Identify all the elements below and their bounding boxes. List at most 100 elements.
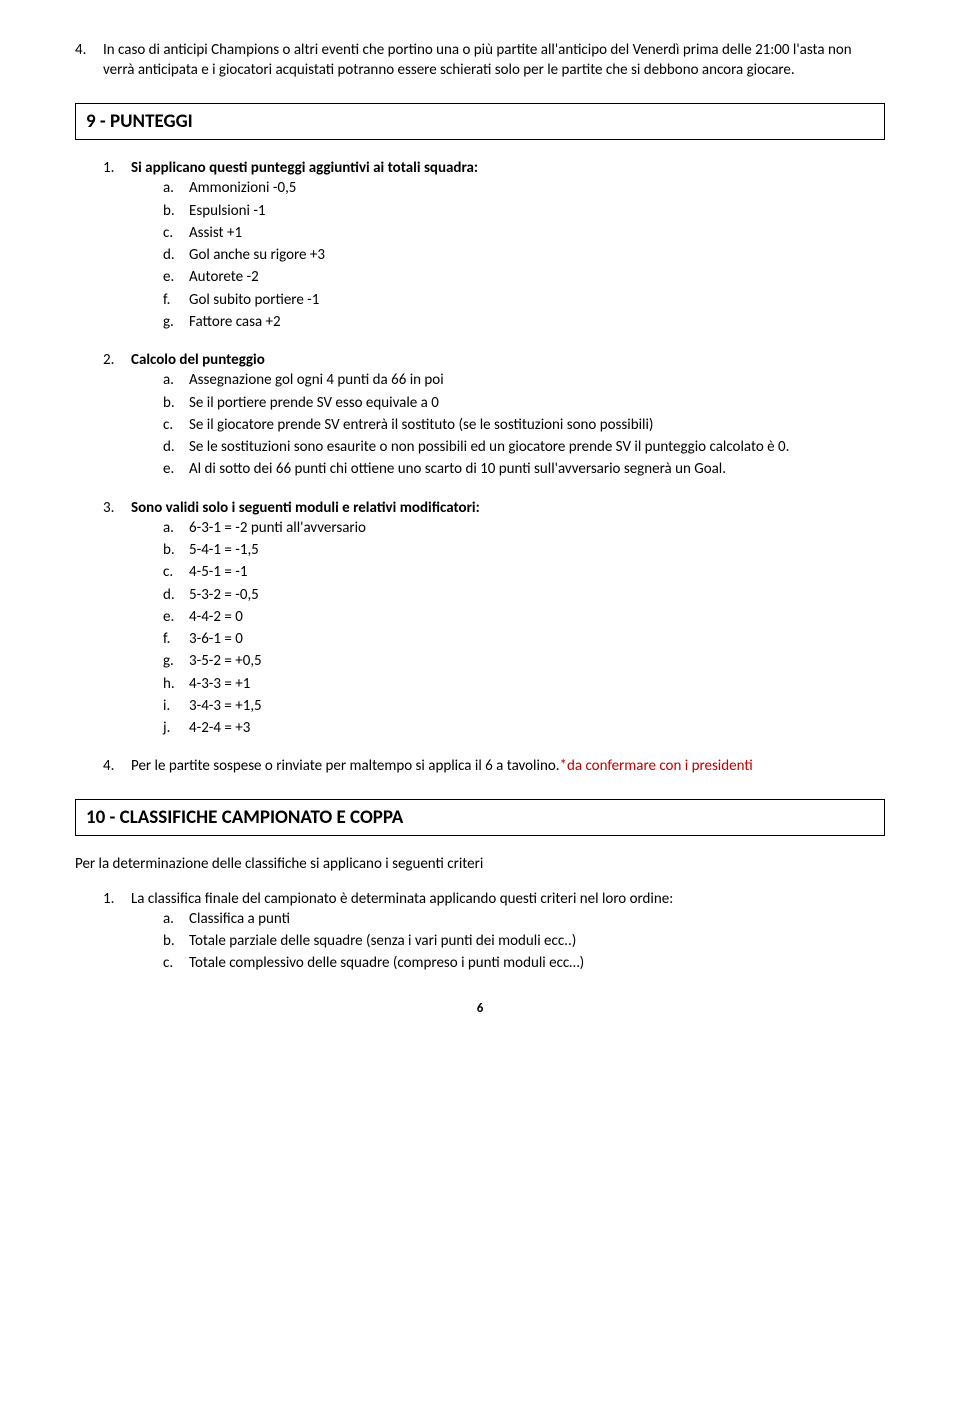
sublist-item: c.Totale complessivo delle squadre (comp… (163, 953, 885, 973)
list-item: 1. La classifica finale del campionato è… (103, 889, 885, 976)
sub-marker: d. (163, 245, 189, 265)
sublist-item: f.3-6-1 = 0 (163, 629, 885, 649)
red-note: *da confermare con i presidenti (560, 757, 753, 775)
sub-marker: b. (163, 393, 189, 413)
sublist-item: d.Gol anche su rigore +3 (163, 245, 885, 265)
sub-text: Ammonizioni -0,5 (189, 178, 885, 198)
sublist-item: h.4-3-3 = +1 (163, 674, 885, 694)
sub-marker: c. (163, 953, 189, 973)
section-9-list: 1. Si applicano questi punteggi aggiunti… (75, 158, 885, 777)
sublist-item: a.Assegnazione gol ogni 4 punti da 66 in… (163, 370, 885, 390)
sublist: a.Classifica a punti b.Totale parziale d… (131, 909, 885, 974)
list-marker: 1. (103, 158, 131, 334)
document-page: 4. In caso di anticipi Champions o altri… (0, 0, 960, 1047)
sublist-item: d.5-3-2 = -0,5 (163, 585, 885, 605)
sub-text: 4-5-1 = -1 (189, 562, 885, 582)
sublist-item: b.Totale parziale delle squadre (senza i… (163, 931, 885, 951)
sub-text: Fattore casa +2 (189, 312, 885, 332)
sublist-item: b.Se il portiere prende SV esso equivale… (163, 393, 885, 413)
sub-text: 5-3-2 = -0,5 (189, 585, 885, 605)
section-10-header: 10 - CLASSIFICHE CAMPIONATO E COPPA (75, 799, 885, 837)
sub-text: Totale parziale delle squadre (senza i v… (189, 931, 885, 951)
plain-lead: Per le partite sospese o rinviate per ma… (131, 757, 560, 775)
sublist-item: a.Ammonizioni -0,5 (163, 178, 885, 198)
sub-marker: i. (163, 696, 189, 716)
sub-text: 4-2-4 = +3 (189, 718, 885, 738)
sublist-item: i.3-4-3 = +1,5 (163, 696, 885, 716)
list-marker: 2. (103, 350, 131, 482)
section-10-list: 1. La classifica finale del campionato è… (75, 889, 885, 976)
sublist: a.Ammonizioni -0,5 b.Espulsioni -1 c.Ass… (131, 178, 885, 332)
sub-marker: g. (163, 651, 189, 671)
sublist-item: e.Autorete -2 (163, 267, 885, 287)
sublist-item: a.Classifica a punti (163, 909, 885, 929)
list-item: 2. Calcolo del punteggio a.Assegnazione … (103, 350, 885, 482)
list-item: 1. Si applicano questi punteggi aggiunti… (103, 158, 885, 334)
sub-text: Autorete -2 (189, 267, 885, 287)
sub-marker: b. (163, 931, 189, 951)
sub-text: Totale complessivo delle squadre (compre… (189, 953, 885, 973)
sub-text: 4-3-3 = +1 (189, 674, 885, 694)
sub-text: 6-3-1 = -2 punti all'avversario (189, 518, 885, 538)
sublist: a.Assegnazione gol ogni 4 punti da 66 in… (131, 370, 885, 479)
sub-marker: d. (163, 437, 189, 457)
sublist-item: f.Gol subito portiere -1 (163, 290, 885, 310)
sub-marker: j. (163, 718, 189, 738)
section-10-intro: Per la determinazione delle classifiche … (75, 854, 885, 874)
sub-marker: b. (163, 201, 189, 221)
sub-marker: h. (163, 674, 189, 694)
sublist-item: j.4-2-4 = +3 (163, 718, 885, 738)
sub-marker: e. (163, 267, 189, 287)
sublist-item: c.Assist +1 (163, 223, 885, 243)
list-text: Sono validi solo i seguenti moduli e rel… (131, 498, 885, 741)
sublist-item: c.Se il giocatore prende SV entrerà il s… (163, 415, 885, 435)
sub-text: 3-5-2 = +0,5 (189, 651, 885, 671)
list-text: La classifica finale del campionato è de… (131, 889, 885, 976)
list-text: Per le partite sospese o rinviate per ma… (131, 756, 885, 776)
sub-text: Gol anche su rigore +3 (189, 245, 885, 265)
sublist-item: c.4-5-1 = -1 (163, 562, 885, 582)
sub-text: 3-6-1 = 0 (189, 629, 885, 649)
sublist: a.6-3-1 = -2 punti all'avversario b.5-4-… (131, 518, 885, 739)
list-body: In caso di anticipi Champions o altri ev… (103, 40, 885, 81)
sub-marker: c. (163, 223, 189, 243)
list-text: Calcolo del punteggio a.Assegnazione gol… (131, 350, 885, 482)
list-marker: 4. (103, 756, 131, 776)
sub-marker: a. (163, 909, 189, 929)
sub-marker: e. (163, 459, 189, 479)
sub-marker: f. (163, 629, 189, 649)
sub-text: 5-4-1 = -1,5 (189, 540, 885, 560)
list-item: 3. Sono validi solo i seguenti moduli e … (103, 498, 885, 741)
sublist-item: d.Se le sostituzioni sono esaurite o non… (163, 437, 885, 457)
list-marker: 4. (75, 40, 103, 81)
sub-text: Assegnazione gol ogni 4 punti da 66 in p… (189, 370, 885, 390)
sub-marker: g. (163, 312, 189, 332)
sub-marker: c. (163, 562, 189, 582)
sublist-item: a.6-3-1 = -2 punti all'avversario (163, 518, 885, 538)
sub-marker: a. (163, 370, 189, 390)
sub-text: Classifica a punti (189, 909, 885, 929)
sub-text: Se il giocatore prende SV entrerà il sos… (189, 415, 885, 435)
sub-marker: a. (163, 518, 189, 538)
sub-marker: c. (163, 415, 189, 435)
bold-lead: Sono validi solo i seguenti moduli e rel… (131, 499, 480, 517)
sublist-item: g.Fattore casa +2 (163, 312, 885, 332)
sub-text: 3-4-3 = +1,5 (189, 696, 885, 716)
bold-lead: Si applicano questi punteggi aggiuntivi … (131, 159, 478, 177)
section-9-header: 9 - PUNTEGGI (75, 103, 885, 141)
sub-marker: b. (163, 540, 189, 560)
intro-list-item: 4. In caso di anticipi Champions o altri… (75, 40, 885, 81)
bold-lead: Calcolo del punteggio (131, 351, 265, 369)
sublist-item: b.Espulsioni -1 (163, 201, 885, 221)
sublist-item: e.Al di sotto dei 66 punti chi ottiene u… (163, 459, 885, 479)
list-marker: 1. (103, 889, 131, 976)
list-text: Si applicano questi punteggi aggiuntivi … (131, 158, 885, 334)
sublist-item: b.5-4-1 = -1,5 (163, 540, 885, 560)
sub-text: 4-4-2 = 0 (189, 607, 885, 627)
sublist-item: g.3-5-2 = +0,5 (163, 651, 885, 671)
list-item: 4. Per le partite sospese o rinviate per… (103, 756, 885, 776)
plain-lead: La classifica finale del campionato è de… (131, 890, 673, 908)
sub-text: Al di sotto dei 66 punti chi ottiene uno… (189, 459, 885, 479)
sub-text: Gol subito portiere -1 (189, 290, 885, 310)
list-marker: 3. (103, 498, 131, 741)
